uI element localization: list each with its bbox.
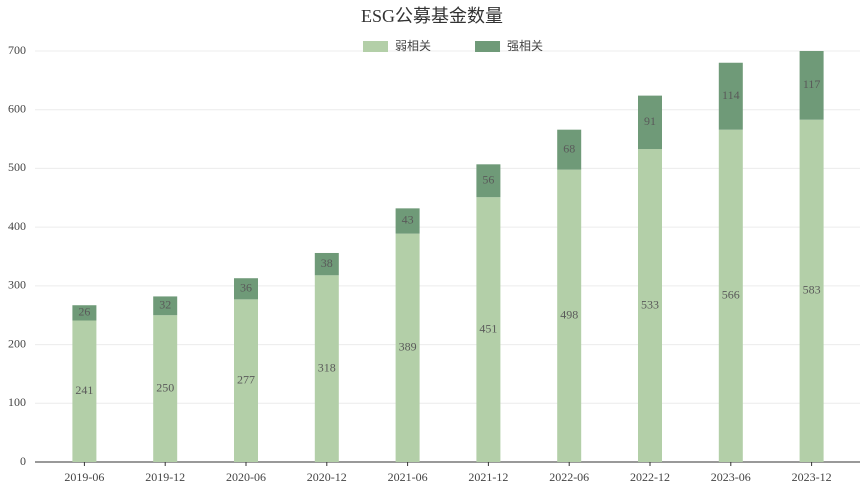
value-label: 566: [722, 288, 740, 302]
bar-segment: [395, 233, 420, 462]
bar-segment: [395, 208, 420, 234]
x-tick-label: 2021-06: [388, 470, 428, 484]
y-tick-label: 300: [8, 278, 26, 292]
legend-swatch: [363, 41, 388, 52]
value-label: 533: [641, 297, 659, 311]
x-tick-label: 2020-12: [307, 470, 347, 484]
bar-segment: [638, 95, 662, 150]
legend-label: 弱相关: [395, 39, 431, 53]
bar-segment: [799, 51, 824, 120]
bar-segment: [718, 129, 743, 463]
value-label: 32: [159, 298, 171, 312]
y-tick-label: 0: [20, 454, 26, 468]
value-label: 117: [803, 77, 821, 91]
value-label: 114: [722, 88, 740, 102]
y-tick-label: 700: [8, 43, 26, 57]
value-label: 241: [75, 383, 93, 397]
x-tick-label: 2023-12: [792, 470, 832, 484]
value-label: 389: [399, 340, 417, 354]
x-tick-label: 2023-06: [711, 470, 751, 484]
value-label: 250: [156, 380, 174, 394]
x-tick-label: 2019-06: [64, 470, 104, 484]
bar-segment: [72, 305, 97, 321]
bar-segment: [153, 296, 178, 316]
bar-segment: [718, 62, 743, 130]
value-label: 56: [482, 173, 494, 187]
y-tick-label: 400: [8, 219, 26, 233]
x-tick-label: 2020-06: [226, 470, 266, 484]
y-tick-label: 100: [8, 395, 26, 409]
bar-segment: [72, 320, 97, 462]
value-label: 38: [321, 256, 333, 270]
y-tick-label: 500: [8, 160, 26, 174]
bar-segment: [799, 119, 824, 463]
bar-segment: [476, 164, 501, 198]
bar-segment: [557, 169, 582, 463]
value-label: 451: [479, 321, 497, 335]
bar-segment: [638, 149, 662, 462]
value-label: 36: [240, 281, 252, 295]
bar-segment: [314, 275, 339, 462]
bar-segment: [476, 197, 501, 462]
y-tick-label: 200: [8, 336, 26, 350]
value-label: 498: [560, 308, 578, 322]
value-label: 583: [803, 283, 821, 297]
bar-segment: [314, 252, 339, 276]
x-tick-label: 2021-12: [468, 470, 508, 484]
value-label: 318: [318, 360, 336, 374]
x-tick-label: 2019-12: [145, 470, 185, 484]
legend-label: 强相关: [507, 39, 543, 53]
bar-segment: [557, 129, 582, 170]
value-label: 26: [78, 305, 90, 319]
value-label: 68: [563, 141, 575, 155]
value-label: 91: [644, 114, 656, 128]
y-tick-label: 600: [8, 101, 26, 115]
value-label: 277: [237, 372, 255, 386]
x-tick-label: 2022-12: [630, 470, 670, 484]
value-label: 43: [402, 213, 414, 227]
bar-segment: [153, 315, 178, 462]
bar-segment: [234, 278, 258, 300]
bar-segment: [234, 299, 258, 462]
chart-title: ESG公募基金数量: [361, 6, 503, 26]
x-tick-label: 2022-06: [549, 470, 589, 484]
legend-swatch: [475, 41, 501, 52]
